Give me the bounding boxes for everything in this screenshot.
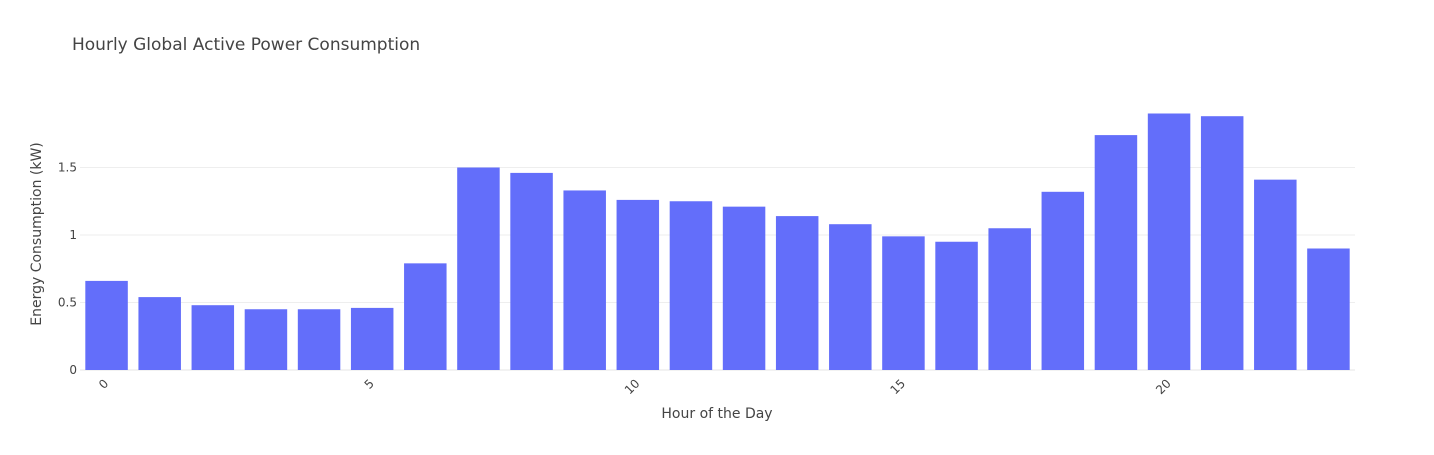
x-tick-label: 5 <box>362 376 377 391</box>
bar-hour-4 <box>297 309 341 370</box>
y-tick-label: 1 <box>69 228 77 242</box>
gridlines <box>80 167 1355 371</box>
bar-hour-20 <box>1147 113 1191 370</box>
bar-hour-3 <box>244 309 288 370</box>
bar-hour-22 <box>1254 179 1297 370</box>
bar-hour-12 <box>722 206 766 370</box>
bar-hour-17 <box>988 228 1031 370</box>
bar-hour-2 <box>191 305 235 370</box>
bar-hour-8 <box>510 172 553 370</box>
bar-hour-1 <box>138 297 181 370</box>
chart-title: Hourly Global Active Power Consumption <box>72 35 420 55</box>
x-tick-label: 10 <box>622 376 643 397</box>
bar-hour-5 <box>350 307 394 370</box>
x-axis-ticks: 0 5 10 15 20 <box>96 376 1174 397</box>
x-tick-label: 15 <box>887 376 908 397</box>
x-tick-label: 20 <box>1153 376 1174 397</box>
x-axis-title: Hour of the Day <box>661 406 772 422</box>
bar-hour-7 <box>457 167 500 370</box>
bar-hour-0 <box>85 280 128 370</box>
y-tick-label: 0.5 <box>58 296 77 310</box>
y-axis-title: Energy Consumption (kW) <box>29 142 45 326</box>
bar-hour-13 <box>775 216 819 370</box>
bar-hour-16 <box>935 241 978 370</box>
bar-hour-15 <box>882 236 925 370</box>
y-axis-ticks: 0 0.5 1 1.5 <box>58 161 77 378</box>
bar-hour-9 <box>563 190 606 370</box>
bars <box>85 113 1350 370</box>
bar-hour-23 <box>1307 248 1350 370</box>
bar-hour-19 <box>1094 135 1138 370</box>
y-tick-label: 1.5 <box>58 161 77 175</box>
x-tick-label: 0 <box>96 376 111 391</box>
bar-hour-11 <box>669 201 713 370</box>
bar-hour-14 <box>829 224 872 370</box>
bar-hour-18 <box>1041 191 1085 370</box>
bar-hour-21 <box>1200 116 1244 370</box>
bar-hour-6 <box>404 263 447 370</box>
bar-hour-10 <box>616 199 660 370</box>
y-tick-label: 0 <box>69 363 77 377</box>
